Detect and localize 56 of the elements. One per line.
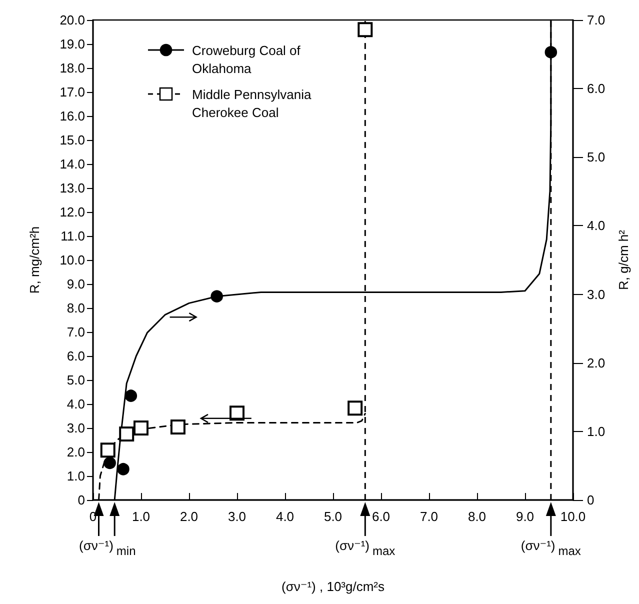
- point: [100, 442, 116, 458]
- y2-tick-label: 6.0: [587, 81, 606, 96]
- point: [119, 426, 134, 442]
- y-tick-label: 6.0: [66, 348, 85, 364]
- point: [230, 406, 244, 421]
- point: [170, 420, 186, 435]
- legend-label: Croweburg Coal of Oklahoma: [192, 43, 301, 76]
- point: [544, 46, 558, 58]
- x-tick-label: 10.0: [560, 509, 586, 524]
- y-tick-label: 12.0: [60, 204, 85, 220]
- y-tick-label: 19.0: [60, 36, 85, 52]
- y-tick-label: 7.0: [66, 324, 85, 340]
- x-tick-label: 2.0: [180, 509, 198, 524]
- y2-tick-label: 2.0: [587, 355, 606, 370]
- y2-tick-label: 7.0: [587, 12, 606, 28]
- y2-tick-label: 1.0: [587, 424, 606, 439]
- x-tick-label: 4.0: [276, 509, 294, 524]
- y-tick-label: 4.0: [66, 396, 85, 412]
- y-tick-label: 3.0: [66, 420, 85, 436]
- y2-tick-label: 0: [587, 492, 594, 508]
- x-tick-label: 1.0: [132, 509, 150, 524]
- x-tick-label: 8.0: [468, 509, 486, 524]
- y-tick-label: 13.0: [60, 180, 85, 196]
- x-tick-label: 9.0: [516, 509, 534, 524]
- point: [210, 290, 223, 302]
- legend-label: Middle Pennsylvania Cherokee Coal: [192, 87, 312, 120]
- y-tick-label: 14.0: [60, 156, 85, 172]
- point: [348, 400, 363, 416]
- y-tick-label: 2.0: [66, 444, 85, 460]
- y2-tick-label: 4.0: [587, 218, 606, 234]
- y-tick-label: 5.0: [66, 372, 85, 388]
- point: [134, 420, 148, 436]
- y-tick-label: 15.0: [60, 132, 85, 148]
- y-tick-label: 16.0: [60, 108, 85, 124]
- y-tick-label: 18.0: [60, 60, 85, 76]
- y-tick-label: 0: [78, 492, 85, 508]
- y-tick-label: 10.0: [60, 252, 85, 268]
- y2-tick-label: 3.0: [587, 286, 606, 302]
- y-tick-label: 17.0: [60, 84, 85, 100]
- y-tick-label: 8.0: [66, 300, 85, 316]
- x-tick-label: 6.0: [372, 509, 390, 524]
- x-tick-label: 7.0: [420, 509, 438, 524]
- point: [124, 390, 138, 402]
- x-axis-title: (σν⁻¹) , 10³g/cm²s: [282, 579, 385, 594]
- y-tick-label: 9.0: [66, 276, 85, 292]
- y-tick-label: 20.0: [60, 12, 85, 28]
- point: [104, 456, 116, 470]
- y2-axis-title: R, g/cm h²: [616, 229, 631, 290]
- y2-tick-label: 5.0: [587, 150, 606, 165]
- point: [358, 22, 373, 38]
- x-tick-label: 3.0: [228, 509, 246, 524]
- point: [117, 462, 130, 476]
- y-tick-label: 11.0: [60, 228, 85, 244]
- x-tick-label: 5.0: [324, 509, 342, 524]
- y-tick-label: 1.0: [66, 468, 85, 484]
- y-axis-title: R, mg/cm²h: [27, 226, 42, 294]
